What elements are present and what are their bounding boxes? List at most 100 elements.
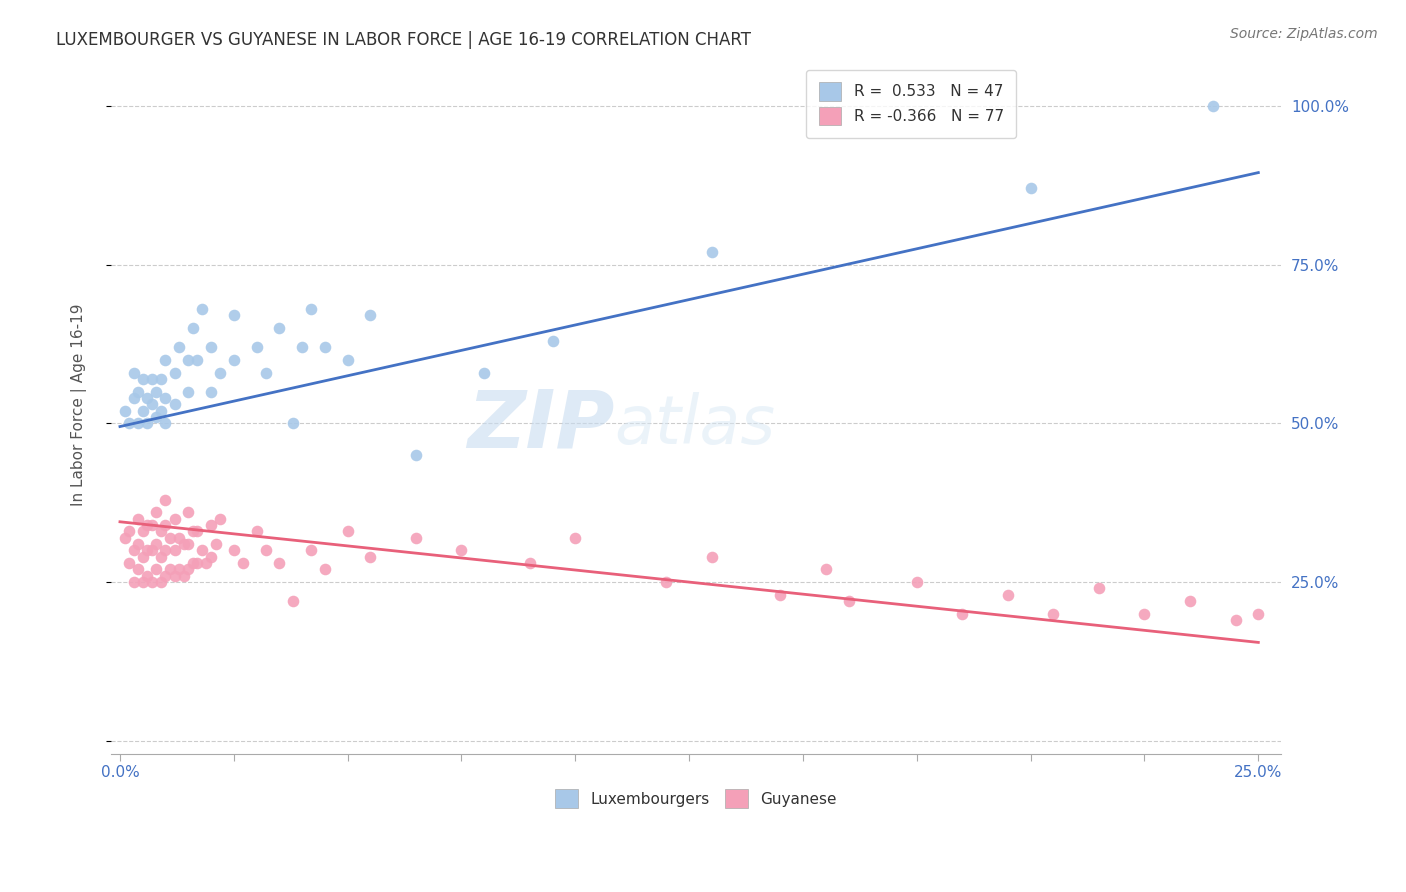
Point xyxy=(141,397,163,411)
Point xyxy=(472,366,495,380)
Legend: Luxembourgers, Guyanese: Luxembourgers, Guyanese xyxy=(548,781,844,815)
Point xyxy=(177,505,200,519)
Point xyxy=(149,549,172,564)
Point xyxy=(1133,607,1156,621)
Point xyxy=(336,524,359,539)
Point xyxy=(132,549,155,564)
Point xyxy=(177,352,200,367)
Point xyxy=(405,448,427,462)
Point xyxy=(155,518,177,533)
Point xyxy=(186,352,208,367)
Point xyxy=(163,543,186,558)
Point xyxy=(314,340,336,354)
Point xyxy=(163,511,186,525)
Point xyxy=(814,562,837,576)
Point xyxy=(163,397,186,411)
Point xyxy=(136,568,159,582)
Point xyxy=(769,588,792,602)
Point xyxy=(141,372,163,386)
Point xyxy=(132,575,155,590)
Point xyxy=(155,352,177,367)
Point xyxy=(232,556,254,570)
Point xyxy=(191,302,214,317)
Point xyxy=(209,366,232,380)
Point xyxy=(132,372,155,386)
Point xyxy=(200,549,222,564)
Point xyxy=(136,417,159,431)
Point xyxy=(700,244,723,259)
Point xyxy=(1042,607,1064,621)
Point xyxy=(200,384,222,399)
Point xyxy=(122,543,145,558)
Point xyxy=(141,543,163,558)
Point xyxy=(186,524,208,539)
Point xyxy=(155,568,177,582)
Point xyxy=(149,403,172,417)
Point xyxy=(181,321,204,335)
Point xyxy=(155,543,177,558)
Point xyxy=(141,575,163,590)
Point xyxy=(905,575,928,590)
Point xyxy=(136,391,159,405)
Point xyxy=(118,524,141,539)
Point xyxy=(359,309,381,323)
Point xyxy=(222,309,245,323)
Point xyxy=(269,321,291,335)
Point xyxy=(254,366,277,380)
Point xyxy=(209,511,232,525)
Point xyxy=(145,505,167,519)
Point xyxy=(291,340,314,354)
Point xyxy=(145,384,167,399)
Point xyxy=(177,537,200,551)
Point xyxy=(163,568,186,582)
Point xyxy=(950,607,973,621)
Point xyxy=(122,366,145,380)
Point xyxy=(564,531,586,545)
Point xyxy=(269,556,291,570)
Point xyxy=(519,556,541,570)
Point xyxy=(200,518,222,533)
Point xyxy=(114,403,136,417)
Point xyxy=(145,562,167,576)
Point xyxy=(450,543,472,558)
Point xyxy=(837,594,859,608)
Point xyxy=(181,556,204,570)
Point xyxy=(405,531,427,545)
Text: ZIP: ZIP xyxy=(467,386,614,464)
Point xyxy=(149,372,172,386)
Point xyxy=(204,537,226,551)
Point xyxy=(155,417,177,431)
Point xyxy=(155,391,177,405)
Point xyxy=(245,524,267,539)
Text: atlas: atlas xyxy=(614,392,775,458)
Point xyxy=(1088,582,1111,596)
Point xyxy=(163,366,186,380)
Point xyxy=(281,594,304,608)
Point xyxy=(167,562,190,576)
Point xyxy=(1202,99,1225,113)
Point xyxy=(254,543,277,558)
Point xyxy=(122,575,145,590)
Point xyxy=(159,562,181,576)
Point xyxy=(222,543,245,558)
Point xyxy=(359,549,381,564)
Point xyxy=(122,391,145,405)
Point xyxy=(173,568,195,582)
Point xyxy=(149,524,172,539)
Point xyxy=(191,543,214,558)
Point xyxy=(336,352,359,367)
Point xyxy=(136,543,159,558)
Point xyxy=(145,410,167,425)
Point xyxy=(177,562,200,576)
Point xyxy=(222,352,245,367)
Point xyxy=(177,384,200,399)
Point xyxy=(127,384,149,399)
Point xyxy=(245,340,267,354)
Point xyxy=(181,524,204,539)
Point xyxy=(159,531,181,545)
Point xyxy=(700,549,723,564)
Point xyxy=(541,334,564,348)
Point xyxy=(1019,181,1042,195)
Point xyxy=(997,588,1019,602)
Point xyxy=(173,537,195,551)
